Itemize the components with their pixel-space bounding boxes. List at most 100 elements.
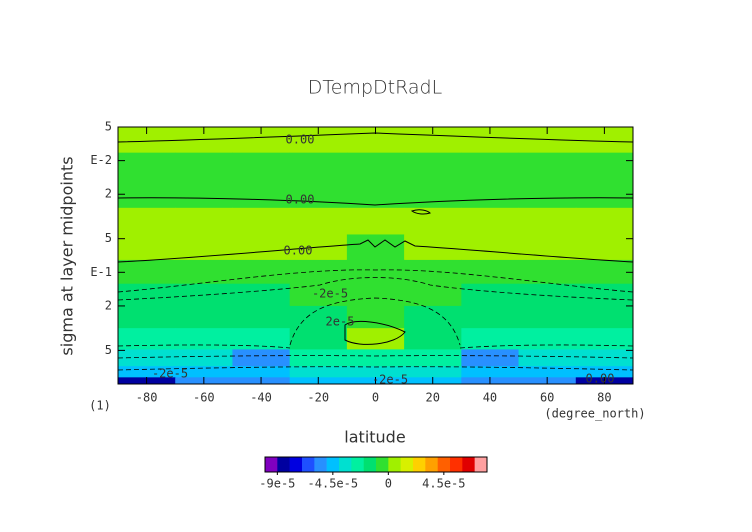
contour-cell	[404, 283, 462, 307]
contour-cell	[518, 349, 577, 367]
contour-cell	[346, 207, 405, 235]
colorbar-cell	[289, 457, 303, 472]
x-tick-label: 60	[540, 391, 554, 405]
colorbar-cell	[450, 457, 463, 472]
contour-line	[117, 197, 634, 206]
contour-cell	[289, 259, 348, 285]
contour-cell	[575, 181, 634, 209]
contour-cell	[575, 234, 634, 261]
contour-cell	[404, 181, 462, 209]
colorbar-tick-label: 4.5e-5	[422, 477, 465, 491]
x-tick-label: -20	[307, 391, 329, 405]
contour-cell	[232, 259, 291, 285]
contour-cell	[518, 207, 577, 235]
chart-title: DTempDtRadL	[308, 77, 442, 99]
contour-cell	[232, 207, 291, 235]
colorbar-cell	[302, 457, 315, 472]
contour-label: 0.00	[286, 193, 315, 207]
contour-lines	[117, 132, 634, 371]
contour-cell	[404, 259, 462, 285]
contour-cell	[461, 328, 520, 350]
colorbar-cell	[474, 457, 488, 472]
contour-cell	[175, 366, 233, 378]
contour-cell	[289, 349, 348, 367]
x-tick-label: 20	[425, 391, 439, 405]
contour-cell	[518, 283, 577, 307]
contour-cell	[118, 328, 176, 350]
contour-cell	[575, 366, 634, 378]
contour-cell	[289, 366, 348, 378]
contour-cell	[289, 207, 348, 235]
x-tick-label: 40	[483, 391, 497, 405]
contour-label: 0.00	[586, 372, 615, 386]
contour-cell	[404, 152, 462, 183]
contour-label: 2e-5	[326, 315, 355, 329]
colorbar-cell	[462, 457, 475, 472]
contour-cell	[461, 259, 520, 285]
contour-cell	[346, 234, 405, 261]
contour-field	[118, 127, 634, 385]
y-axis-unit: (1)	[89, 399, 111, 413]
contour-cell	[289, 181, 348, 209]
colorbar-cell	[425, 457, 438, 472]
contour-label: -2e-5	[372, 373, 408, 387]
contour-cell	[346, 259, 405, 285]
y-axis-label: sigma at layer midpoints	[58, 156, 77, 355]
y-tick-label: E-1	[90, 265, 112, 279]
y-tick-label: 5	[105, 120, 112, 134]
contour-cell	[575, 152, 634, 183]
contour-cell	[461, 207, 520, 235]
contour-cell	[118, 305, 176, 329]
contour-cell	[118, 181, 176, 209]
colorbar-cell	[277, 457, 290, 472]
contour-cell	[175, 207, 233, 235]
colorbar-cell	[326, 457, 340, 472]
contour-label: 0.00	[284, 244, 313, 258]
contour-cell	[346, 283, 405, 307]
contour-cell	[461, 366, 520, 378]
contour-line	[117, 277, 634, 301]
y-tick-label: 2	[105, 187, 112, 201]
contour-cell	[175, 349, 233, 367]
contour-cell	[118, 152, 176, 183]
y-tick-label: E-2	[90, 153, 112, 167]
contour-cell	[232, 305, 291, 329]
contour-label: 0.00	[286, 133, 315, 147]
contour-cell	[461, 305, 520, 329]
contour-cell	[175, 328, 233, 350]
contour-line	[117, 239, 634, 263]
contour-cell	[346, 181, 405, 209]
contour-cell	[118, 259, 176, 285]
x-tick-label: 0	[372, 391, 379, 405]
contour-cell	[461, 234, 520, 261]
x-tick-label: 80	[597, 391, 611, 405]
contour-cell	[232, 283, 291, 307]
contour-cell	[404, 366, 462, 378]
x-axis-label: latitude	[344, 428, 405, 447]
contour-cell	[118, 207, 176, 235]
contour-cell	[118, 283, 176, 307]
contour-cell	[175, 152, 233, 183]
contour-cell	[575, 207, 634, 235]
contour-line	[117, 366, 634, 371]
colorbar-cell	[351, 457, 364, 472]
contour-cell	[232, 349, 291, 367]
contour-cell	[175, 283, 233, 307]
contour-cell	[404, 349, 462, 367]
contour-cell	[232, 181, 291, 209]
colorbar-cell	[265, 457, 278, 472]
contour-cell	[175, 305, 233, 329]
colorbar-tick-label: 0	[385, 477, 392, 491]
contour-cell	[232, 366, 291, 378]
contour-cell	[461, 152, 520, 183]
contour-cell	[575, 305, 634, 329]
contour-cell	[232, 234, 291, 261]
contour-cell	[404, 328, 462, 350]
contour-cell	[575, 328, 634, 350]
contour-cell	[404, 305, 462, 329]
contour-cell	[289, 328, 348, 350]
y-tick-label: 2	[105, 298, 112, 312]
colorbar-cell	[314, 457, 327, 472]
contour-cell	[232, 152, 291, 183]
